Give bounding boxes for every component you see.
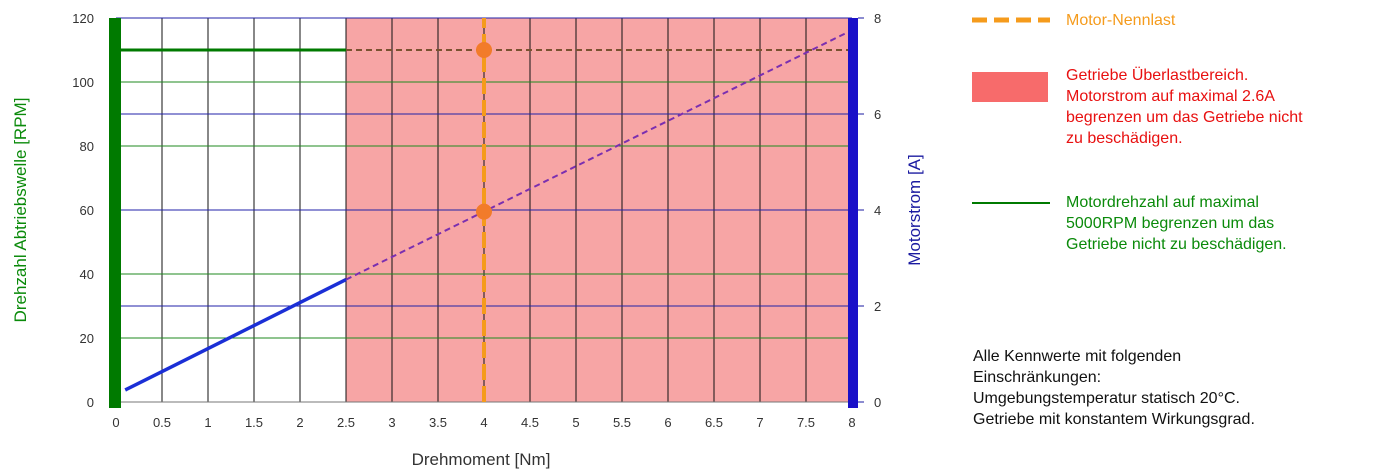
right-tick-label: 2 — [874, 299, 881, 314]
conditions-note: Alle Kennwerte mit folgenden Einschränku… — [973, 348, 1255, 428]
x-tick-label: 5 — [572, 415, 579, 430]
series-line-3 — [345, 31, 848, 281]
axis-bars — [109, 18, 858, 408]
x-tick-label: 0.5 — [153, 415, 171, 430]
x-tick-label: 3 — [388, 415, 395, 430]
series-line-2 — [124, 278, 347, 392]
x-axis-title: Drehmoment [Nm] — [412, 450, 551, 469]
x-tick-label: 2 — [296, 415, 303, 430]
legend: Motor-Nennlast Getriebe Überlastbereich.… — [972, 10, 1382, 270]
x-tick-label: 6.5 — [705, 415, 723, 430]
x-tick-label: 8 — [848, 415, 855, 430]
legend-line-swatch — [972, 202, 1050, 204]
right-tick-label: 4 — [874, 203, 881, 218]
x-tick-label: 2.5 — [337, 415, 355, 430]
left-axis-bar — [109, 18, 121, 408]
right-tick-label: 6 — [874, 107, 881, 122]
left-tick-label: 120 — [72, 11, 94, 26]
x-tick-label: 0 — [112, 415, 119, 430]
right-tick-label: 0 — [874, 395, 881, 410]
legend-label: Motor-Nennlast — [1066, 12, 1176, 29]
x-tick-label: 1 — [204, 415, 211, 430]
tick-labels: 0 0.5 1 1.5 2 2.5 3 3.5 4 4.5 5 5.5 6 6.5 7 7.5 80204060… — [72, 11, 881, 430]
x-tick-label: 7.5 — [797, 415, 815, 430]
left-tick-label: 40 — [80, 267, 94, 282]
legend-box-swatch — [972, 72, 1048, 102]
right-axis-title: Motorstrom [A] — [905, 154, 924, 265]
x-tick-label: 3.5 — [429, 415, 447, 430]
left-tick-label: 0 — [87, 395, 94, 410]
left-tick-label: 20 — [80, 331, 94, 346]
left-tick-label: 80 — [80, 139, 94, 154]
x-tick-label: 7 — [756, 415, 763, 430]
legend-dash-swatch — [972, 17, 1050, 23]
x-tick-label: 5.5 — [613, 415, 631, 430]
legend-label: Getriebe Überlastbereich. Motorstrom auf… — [1066, 67, 1303, 147]
series-layer — [116, 18, 852, 402]
data-point-1 — [476, 203, 492, 220]
right-tick-label: 8 — [874, 11, 881, 26]
x-tick-label: 1.5 — [245, 415, 263, 430]
x-tick-label: 4.5 — [521, 415, 539, 430]
left-tick-label: 60 — [80, 203, 94, 218]
right-axis-bar — [848, 18, 858, 408]
x-tick-label: 4 — [480, 415, 487, 430]
left-axis-title: Drehzahl Abtriebswelle [RPM] — [11, 98, 30, 323]
x-tick-label: 6 — [664, 415, 671, 430]
legend-label: Motordrehzahl auf maximal 5000RPM begren… — [1066, 194, 1287, 253]
data-point-0 — [476, 42, 492, 58]
left-tick-label: 100 — [72, 75, 94, 90]
